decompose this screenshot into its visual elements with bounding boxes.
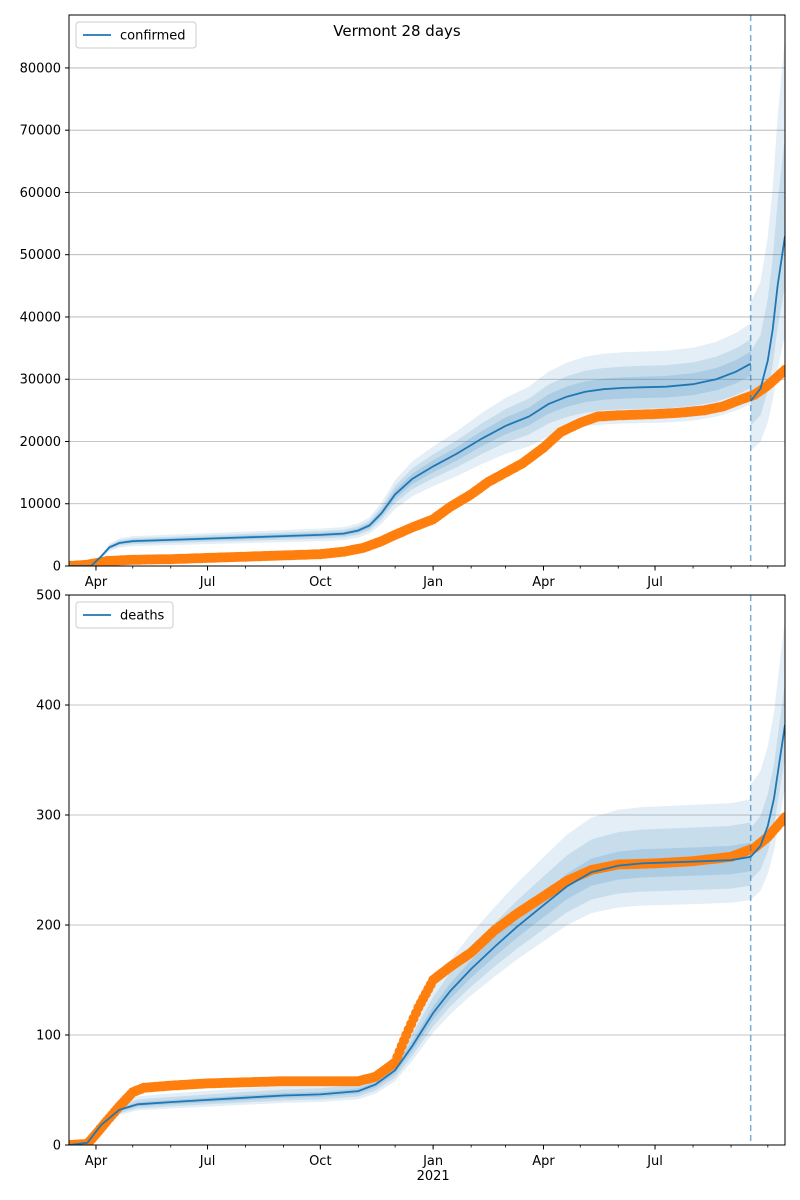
confirmed-panel: 0 10000 20000 30000 40000 50000 60000 70000 8000…	[20, 14, 786, 590]
forecast-band	[750, 137, 785, 426]
model-line	[69, 855, 751, 1145]
uncertainty-band	[69, 339, 751, 566]
x-tick-label: Apr	[532, 575, 555, 590]
x-tick-label: Jul	[646, 575, 663, 590]
y-tick-label: 300	[36, 809, 61, 824]
plot-area	[69, 619, 785, 1145]
x-tick-label: Jan	[422, 575, 443, 590]
y-tick-label: 100	[36, 1029, 61, 1044]
legend-box	[75, 21, 197, 49]
y-tick-label: 10000	[20, 497, 61, 512]
observed-point	[780, 364, 785, 375]
legend-box	[75, 601, 174, 629]
x-tick-label: Jul	[646, 1154, 663, 1169]
x-tick-label: Jan	[422, 1154, 443, 1169]
y-tick-label: 0	[53, 1139, 61, 1154]
x-tick-label: Oct	[309, 1154, 331, 1169]
x-tick-label: Jul	[199, 1154, 216, 1169]
y-tick-label: 70000	[20, 124, 61, 139]
axes-frame	[68, 14, 786, 567]
model-line	[69, 362, 752, 566]
x-tick-label: Apr	[85, 575, 108, 590]
uncertainty-band	[69, 822, 751, 1145]
y-tick-label: 400	[36, 699, 61, 714]
forecast-line	[749, 235, 785, 402]
x-tick-label: Apr	[85, 1154, 108, 1169]
forecast-band	[750, 682, 785, 880]
y-tick-label: 60000	[20, 186, 61, 201]
legend-label: confirmed	[120, 29, 186, 44]
y-tick-label: 200	[36, 919, 61, 934]
uncertainty-band	[69, 323, 751, 566]
observed-point	[780, 812, 785, 823]
deaths-panel: 0 100 200 300 400 500 Apr Jul Oct Jan Apr Jul 2021 de…	[36, 589, 786, 1184]
y-tick-label: 40000	[20, 310, 61, 325]
x-tick-label: Apr	[532, 1154, 555, 1169]
y-tick-label: 30000	[20, 373, 61, 388]
x-tick-label: Oct	[309, 575, 331, 590]
figure-title: Vermont 28 days	[333, 22, 461, 40]
uncertainty-band	[69, 799, 751, 1145]
uncertainty-band	[69, 842, 751, 1145]
y-tick-label: 20000	[20, 435, 61, 450]
forecast-line	[750, 724, 785, 858]
y-tick-label: 50000	[20, 248, 61, 263]
forecast-band	[750, 38, 785, 451]
y-tick-label: 80000	[20, 61, 61, 76]
x-year-label: 2021	[417, 1169, 450, 1184]
axes-frame	[68, 594, 786, 1146]
plot-area	[69, 38, 785, 566]
y-tick-label: 500	[36, 589, 61, 604]
x-tick-label: Jul	[199, 575, 216, 590]
legend-label: deaths	[120, 609, 165, 624]
y-tick-label: 0	[53, 560, 61, 575]
